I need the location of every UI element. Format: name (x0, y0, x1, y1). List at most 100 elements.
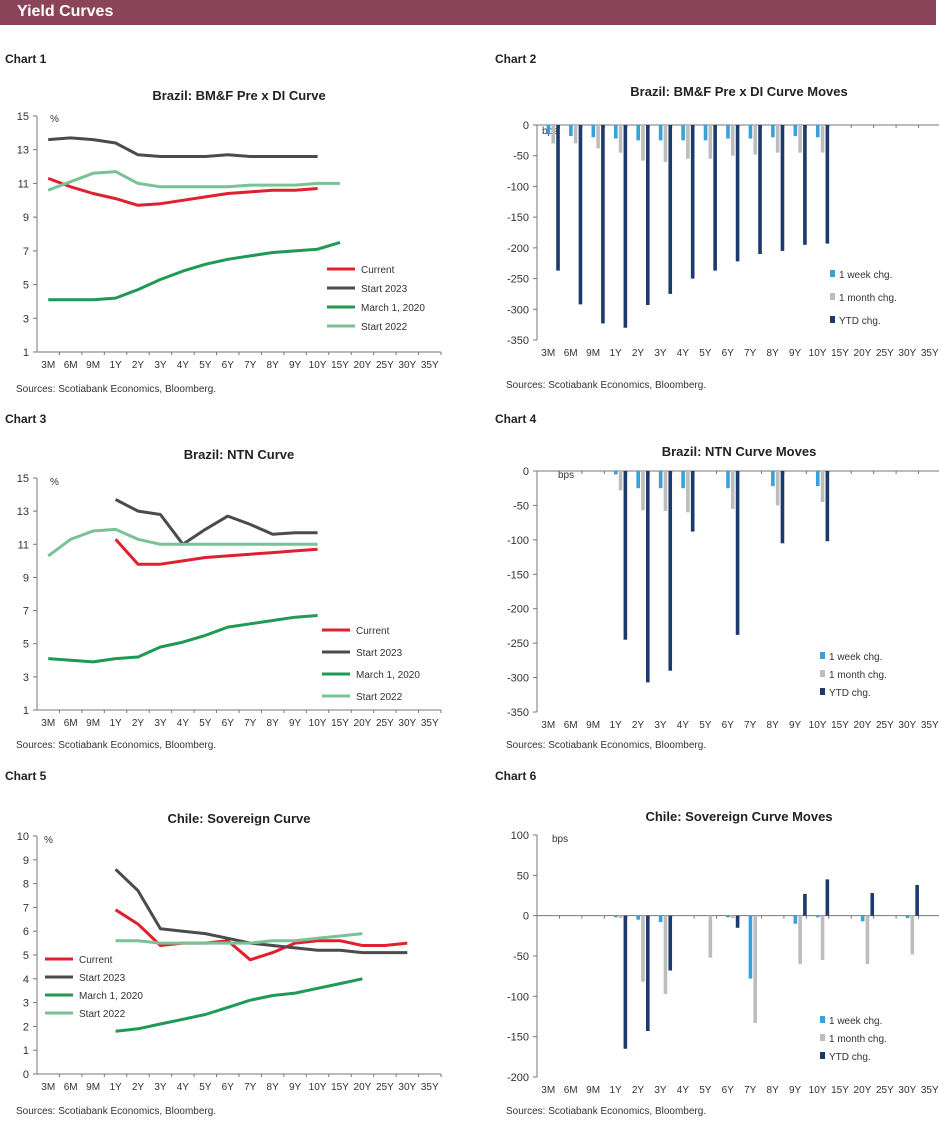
bar (578, 125, 583, 305)
chart-source: Sources: Scotiabank Economics, Bloomberg… (506, 1106, 707, 1117)
bar (915, 885, 919, 916)
bar (641, 125, 645, 161)
y-tick-label: -200 (507, 604, 529, 616)
y-tick-label: 7 (23, 606, 29, 618)
series-line (48, 136, 318, 158)
x-tick-label: 7Y (744, 720, 757, 731)
bar (780, 125, 785, 251)
unit-label: % (44, 835, 53, 846)
x-tick-label: 20Y (354, 1082, 372, 1093)
y-tick-label: 9 (23, 855, 29, 867)
legend-label: YTD chg. (829, 688, 871, 699)
chart-label: Chart 3 (5, 412, 47, 426)
bar (596, 125, 600, 149)
x-tick-label: 6Y (722, 1085, 735, 1096)
bar (663, 915, 668, 994)
x-tick-label: 9M (586, 1085, 600, 1096)
chart-title: Brazil: NTN Curve Moves (661, 444, 817, 459)
x-tick-label: 9Y (789, 348, 802, 359)
bar (658, 915, 663, 923)
y-tick-label: 7 (23, 246, 29, 258)
x-tick-label: 3Y (654, 1085, 667, 1096)
y-tick-label: -350 (507, 707, 529, 719)
y-tick-label: 15 (17, 111, 29, 123)
x-tick-label: 8Y (767, 1085, 780, 1096)
y-tick-label: -100 (507, 181, 529, 193)
y-tick-label: 100 (511, 830, 529, 842)
legend-label: Start 2023 (356, 648, 403, 659)
y-tick-label: -50 (513, 500, 529, 512)
y-tick-label: 13 (17, 506, 29, 518)
y-tick-label: -150 (507, 212, 529, 224)
chart-source: Sources: Scotiabank Economics, Bloomberg… (16, 740, 217, 751)
x-tick-label: 30Y (898, 348, 916, 359)
bar (780, 471, 785, 544)
y-tick-label: -200 (507, 1072, 529, 1084)
x-tick-label: 6Y (222, 718, 235, 729)
legend-swatch (830, 270, 835, 277)
bar (820, 915, 825, 961)
x-tick-label: 3Y (154, 360, 167, 371)
x-tick-label: 35Y (421, 718, 439, 729)
page-title: Yield Curves (17, 3, 114, 20)
x-tick-label: 1Y (609, 720, 622, 731)
y-tick-label: 3 (23, 998, 29, 1010)
x-tick-label: 10Y (809, 1085, 827, 1096)
bar (601, 125, 605, 324)
x-tick-label: 3M (541, 1085, 555, 1096)
y-tick-label: 1 (23, 347, 29, 359)
bar (646, 471, 650, 683)
bar (623, 471, 628, 640)
bar (825, 125, 830, 244)
x-tick-label: 25Y (876, 720, 894, 731)
bar (646, 125, 650, 305)
legend-label: Start 2022 (79, 1009, 126, 1020)
bar (618, 125, 623, 153)
x-tick-label: 9Y (289, 360, 302, 371)
bar (618, 915, 623, 919)
bar (658, 125, 663, 141)
y-tick-label: 6 (23, 926, 29, 938)
chart-label: Chart 1 (5, 52, 47, 66)
bar (775, 471, 780, 506)
legend-swatch (830, 293, 835, 300)
bar (573, 125, 578, 144)
x-tick-label: 3Y (154, 1082, 167, 1093)
bar (798, 915, 802, 965)
legend-label: 1 week chg. (829, 652, 882, 663)
chart-title: Brazil: NTN Curve (183, 447, 295, 462)
x-tick-label: 9M (86, 360, 100, 371)
x-tick-label: 25Y (876, 348, 894, 359)
bar (686, 125, 690, 159)
legend-swatch (820, 1016, 825, 1023)
bar (730, 915, 735, 919)
series-line (114, 498, 318, 546)
y-tick-label: 4 (23, 974, 29, 986)
chart-svg: 0-50-100-150-200-250-300-350bps3M6M9M1Y2… (507, 120, 939, 359)
bar (623, 125, 628, 328)
bar (771, 471, 775, 487)
y-tick-label: -300 (507, 304, 529, 316)
legend-label: Start 2022 (356, 692, 403, 703)
series-line (47, 176, 318, 207)
x-tick-label: 35Y (421, 1082, 439, 1093)
x-tick-label: 9Y (289, 1082, 302, 1093)
legend-label: Current (361, 265, 395, 276)
x-tick-label: 6M (564, 720, 578, 731)
x-tick-label: 5Y (199, 718, 212, 729)
legend-label: 1 week chg. (829, 1016, 882, 1027)
x-tick-label: 2Y (132, 1082, 145, 1093)
bar (641, 471, 645, 511)
chart-label: Chart 5 (5, 769, 47, 783)
x-tick-label: 2Y (632, 1085, 645, 1096)
bar (793, 915, 798, 924)
bar (735, 471, 740, 635)
x-tick-label: 3Y (654, 720, 667, 731)
legend-swatch (820, 670, 825, 677)
y-tick-label: 50 (517, 870, 529, 882)
x-tick-label: 35Y (921, 720, 939, 731)
x-tick-label: 1Y (109, 360, 122, 371)
x-tick-label: 15Y (831, 348, 849, 359)
legend-label: YTD chg. (839, 316, 881, 327)
bar (815, 125, 820, 138)
